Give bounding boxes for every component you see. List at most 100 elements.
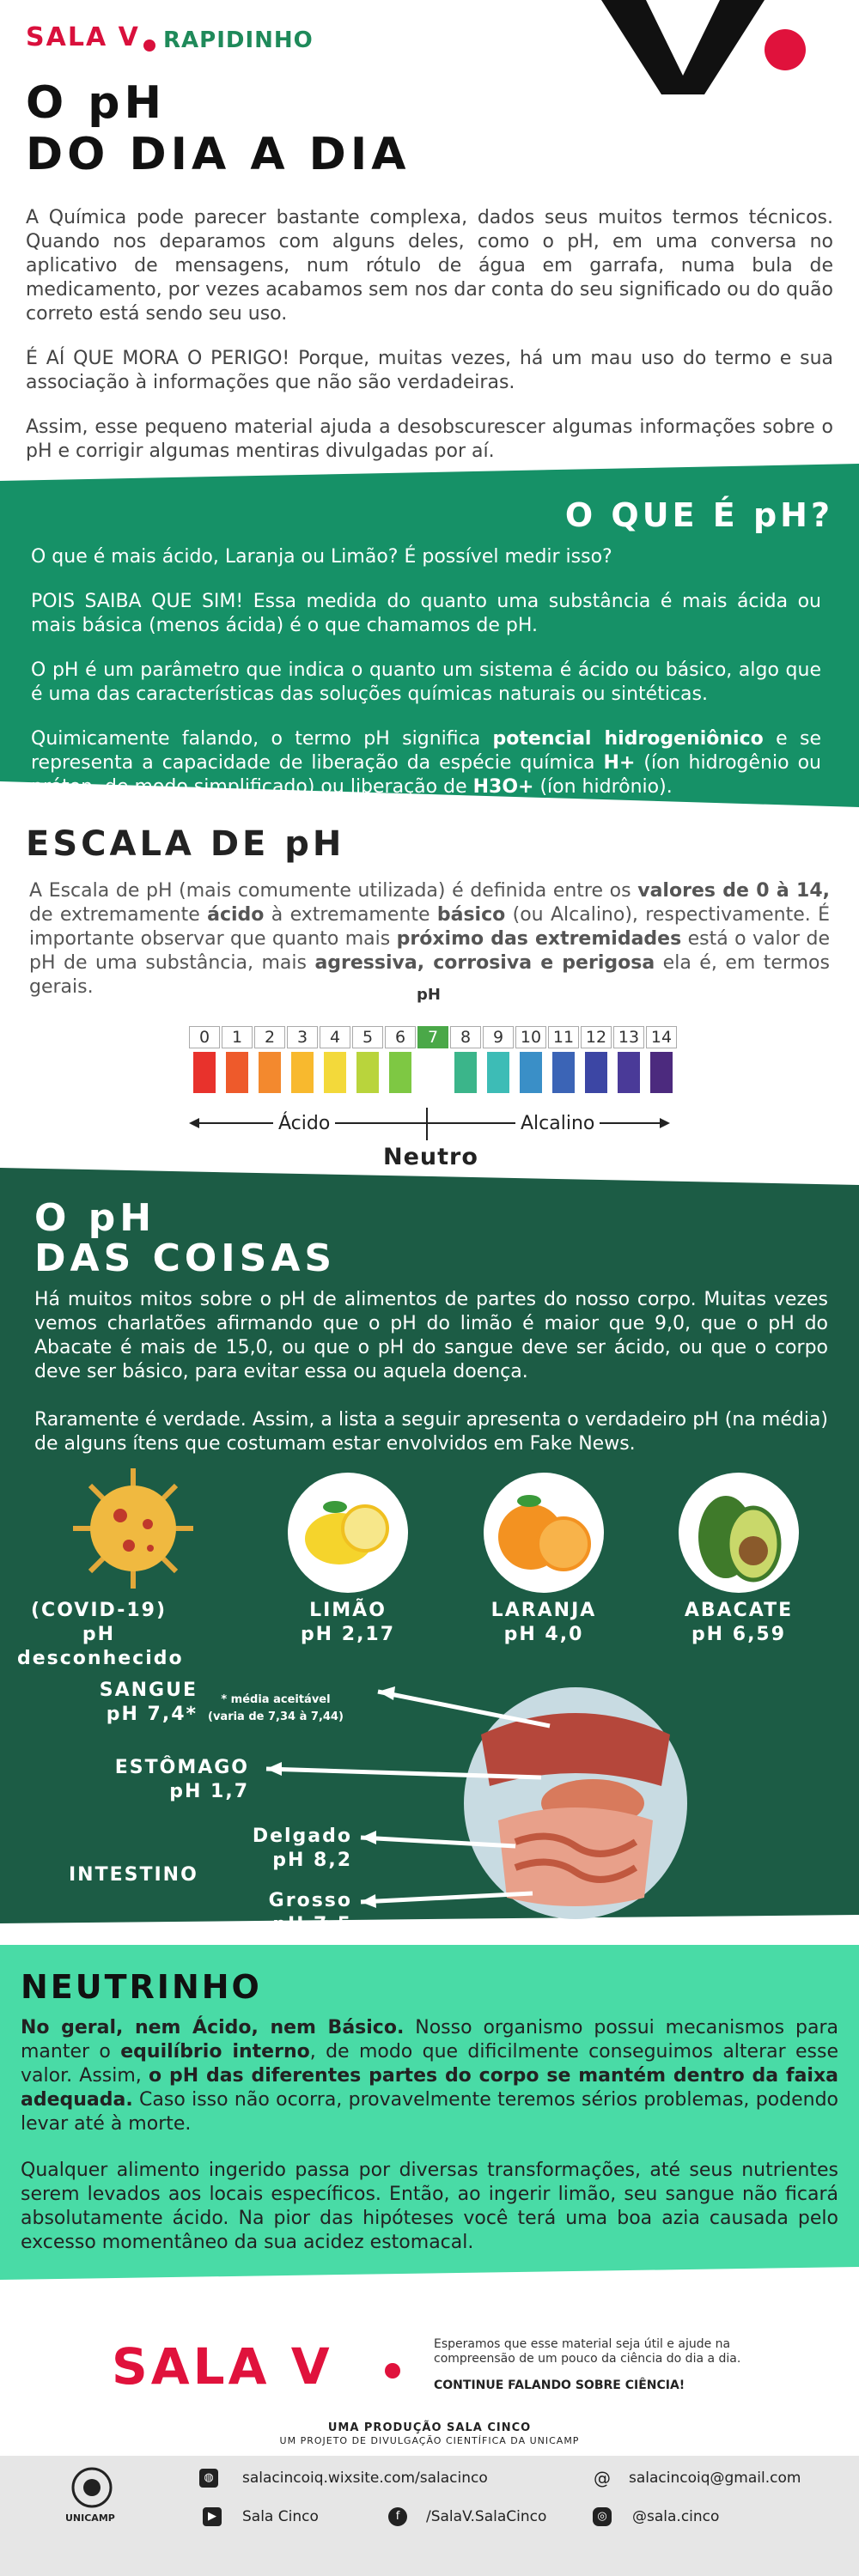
ph-scale-body: A Escala de pH (mais comumente utilizada… <box>29 879 830 999</box>
ph-scale-number: 12 <box>581 1026 612 1048</box>
alkaline-label: Alcalino <box>515 1113 600 1134</box>
things-title-line2: DAS COISAS <box>34 1236 337 1280</box>
footer-message: Esperamos que esse material seja útil e … <box>434 2337 741 2366</box>
header-subtitle: RAPIDINHO <box>163 27 314 53</box>
ph-scale-number: 2 <box>254 1026 285 1048</box>
ph-scale-color-bar <box>487 1052 509 1093</box>
ph-scale-color-bar <box>389 1052 411 1093</box>
ph-scale-title: ESCALA DE pH <box>26 824 345 864</box>
ph-scale-number: 4 <box>320 1026 350 1048</box>
instagram-link[interactable]: @sala.cinco <box>632 2508 720 2525</box>
large-intestine-label: Grosso pH 7,5 <box>268 1890 352 1935</box>
what-is-ph-p4: Quimicamente falando, o termo pH signifi… <box>31 728 821 798</box>
things-paragraph-1: Há muitos mitos sobre o pH de alimentos … <box>34 1289 828 1382</box>
what-is-ph-body: O que é mais ácido, Laranja ou Limão? É … <box>31 545 821 820</box>
things-paragraph-2: Raramente é verdade. Assim, a lista a se… <box>34 1409 828 1455</box>
blood-note: * média aceitável (varia de 7,34 à 7,44) <box>208 1693 344 1723</box>
ph-scale-color-bar <box>356 1052 379 1093</box>
organ-arrows <box>265 1686 551 1908</box>
web-icon: ◍ <box>199 2469 218 2488</box>
intro-paragraph-2: É AÍ QUE MORA O PERIGO! Porque, muitas v… <box>26 348 833 393</box>
big-v-logo-icon <box>601 0 765 94</box>
ph-scale-color-bar <box>193 1052 216 1093</box>
things-title-line1: O pH <box>34 1196 156 1240</box>
ph-scale-color-bar <box>454 1052 477 1093</box>
avocado-icon <box>679 1473 799 1593</box>
lemon-icon <box>288 1473 408 1593</box>
logo-red-dot <box>765 29 806 70</box>
neutrinho-paragraph-2: Qualquer alimento ingerido passa por div… <box>21 2160 838 2253</box>
neutral-label: Neutro <box>383 1144 478 1170</box>
ph-scale-color-bar <box>226 1052 248 1093</box>
what-is-ph-p2: POIS SAIBA QUE SIM! Essa medida do quant… <box>31 591 821 636</box>
contact-bar <box>0 2456 859 2576</box>
ph-scale-number: 13 <box>613 1026 644 1048</box>
things-body: Há muitos mitos sobre o pH de alimentos … <box>34 1288 828 1480</box>
email-icon: @ <box>593 2468 612 2488</box>
neutrinho-background <box>0 1945 859 2280</box>
small-intestine-label: Delgado pH 8,2 <box>252 1826 352 1871</box>
ph-scale-number: 3 <box>287 1026 318 1048</box>
item-caption-orange: LARANJA pH 4,0 <box>490 1600 597 1645</box>
youtube-icon: ▶ <box>203 2507 222 2526</box>
what-is-ph-title: O QUE É pH? <box>564 496 833 534</box>
ph-scale-color-bar <box>552 1052 575 1093</box>
item-caption-lemon: LIMÃO pH 2,17 <box>300 1600 396 1645</box>
ph-scale-color-bar <box>259 1052 281 1093</box>
acid-label: Ácido <box>273 1113 336 1134</box>
item-caption-covid: (COVID-19) pH desconhecido <box>17 1600 184 1669</box>
ph-scale-color-bar <box>520 1052 542 1093</box>
footer-logo: SALA V <box>112 2337 333 2396</box>
facebook-link[interactable]: /SalaV.SalaCinco <box>426 2508 547 2525</box>
ph-scale-paragraph: A Escala de pH (mais comumente utilizada… <box>29 880 831 998</box>
unicamp-logo-icon <box>71 2467 113 2508</box>
unicamp-label: UNICAMP <box>65 2512 115 2524</box>
ph-scale-color-bar <box>291 1052 314 1093</box>
ph-scale-number: 0 <box>189 1026 220 1048</box>
what-is-ph-p3: O pH é um parâmetro que indica o quanto … <box>31 659 821 705</box>
page-title-line1: O pH <box>26 77 167 129</box>
what-is-ph-p1: O que é mais ácido, Laranja ou Limão? É … <box>31 546 612 568</box>
item-caption-avocado: ABACATE pH 6,59 <box>684 1600 794 1645</box>
intestine-label: INTESTINO <box>69 1864 198 1886</box>
intro-section: A Química pode parecer bastante complexa… <box>26 206 833 484</box>
site-link[interactable]: salacincoiq.wixsite.com/salacinco <box>242 2470 488 2487</box>
ph-scale-number: 10 <box>515 1026 546 1048</box>
intro-paragraph-3: Assim, esse pequeno material ajuda a des… <box>26 416 833 462</box>
blood-label: SANGUE pH 7,4* <box>99 1680 198 1725</box>
neutrinho-title: NEUTRINHO <box>21 1968 262 2006</box>
ph-scale-number: 6 <box>385 1026 416 1048</box>
footer-cta: CONTINUE FALANDO SOBRE CIÊNCIA! <box>434 2379 685 2392</box>
instagram-icon: ◎ <box>593 2507 612 2526</box>
ph-scale-number: 7 <box>417 1026 448 1048</box>
ph-scale-number: 14 <box>646 1026 677 1048</box>
what-is-ph-background <box>0 464 859 807</box>
project-credit: UM PROJETO DE DIVULGAÇÃO CIENTÍFICA DA U… <box>279 2435 580 2446</box>
neutrinho-bottom-edge <box>0 2267 859 2301</box>
ph-scale-color-bar <box>618 1052 640 1093</box>
neutrinho-body: No geral, nem Ácido, nem Básico. Nosso o… <box>21 2016 838 2277</box>
orange-icon <box>484 1473 604 1593</box>
footer-logo-dot <box>385 2363 400 2379</box>
ph-scale-color-bar <box>324 1052 346 1093</box>
ph-scale-number: 5 <box>352 1026 383 1048</box>
brand-logo-text: SALA V <box>26 22 140 52</box>
ph-scale-color-bar <box>650 1052 673 1093</box>
email-link[interactable]: salacincoiq@gmail.com <box>629 2470 801 2487</box>
ph-scale-number: 1 <box>222 1026 253 1048</box>
facebook-icon: f <box>388 2507 407 2526</box>
youtube-link[interactable]: Sala Cinco <box>242 2508 319 2525</box>
ph-scale-number: 8 <box>450 1026 481 1048</box>
page-title-line2: DO DIA A DIA <box>26 129 411 180</box>
neutrinho-paragraph-1: No geral, nem Ácido, nem Básico. Nosso o… <box>21 2017 838 2135</box>
ph-scale-number: 11 <box>548 1026 579 1048</box>
stomach-label: ESTÔMAGO pH 1,7 <box>114 1757 249 1802</box>
ph-scale-label: pH <box>417 986 441 1004</box>
brand-dot <box>143 39 155 52</box>
intro-paragraph-1: A Química pode parecer bastante complexa… <box>26 207 833 325</box>
human-organs-icon <box>464 1687 687 1919</box>
production-credit: UMA PRODUÇÃO SALA CINCO <box>327 2421 532 2434</box>
ph-scale-color-bar <box>585 1052 607 1093</box>
virus-icon <box>73 1468 193 1589</box>
ph-scale-number: 9 <box>483 1026 514 1048</box>
